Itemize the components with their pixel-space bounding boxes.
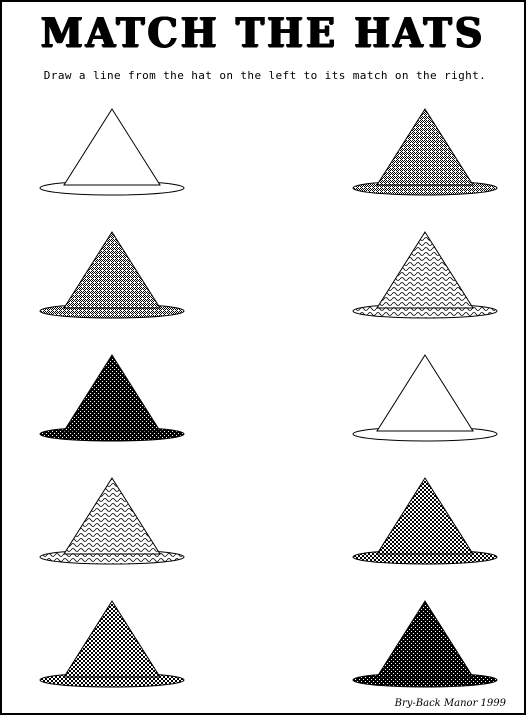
right-hat-3[interactable]	[352, 354, 502, 444]
left-hat-3[interactable]	[39, 354, 189, 444]
hat-cone	[63, 600, 161, 678]
hat-drawing	[39, 231, 185, 319]
left-hat-5[interactable]	[39, 600, 189, 690]
hat-cone	[376, 600, 474, 678]
hat-drawing	[352, 600, 498, 688]
hat-drawing	[39, 108, 185, 196]
left-hat-2[interactable]	[39, 231, 189, 321]
left-hat-1[interactable]	[39, 108, 189, 198]
hat-cone	[376, 354, 474, 432]
hat-cone	[63, 108, 161, 186]
hat-drawing	[39, 477, 185, 565]
hat-drawing	[352, 477, 498, 565]
hat-drawing	[39, 354, 185, 442]
right-hat-1[interactable]	[352, 108, 502, 198]
credit-text: Bry-Back Manor 1999	[394, 698, 506, 709]
hat-drawing	[352, 354, 498, 442]
hat-cone	[63, 477, 161, 555]
hat-drawing	[352, 231, 498, 319]
right-hat-4[interactable]	[352, 477, 502, 567]
right-hat-5[interactable]	[352, 600, 502, 690]
hat-cone	[376, 231, 474, 309]
hat-cone	[63, 354, 161, 432]
worksheet-title: MATCH THE HATS	[40, 8, 486, 57]
instructions-text: Draw a line from the hat on the left to …	[43, 69, 487, 82]
left-hat-4[interactable]	[39, 477, 189, 567]
hat-drawing	[352, 108, 498, 196]
hat-drawing	[39, 600, 185, 688]
hat-cone	[376, 108, 474, 186]
hat-cone	[63, 231, 161, 309]
hat-cone	[376, 477, 474, 555]
right-hat-2[interactable]	[352, 231, 502, 321]
